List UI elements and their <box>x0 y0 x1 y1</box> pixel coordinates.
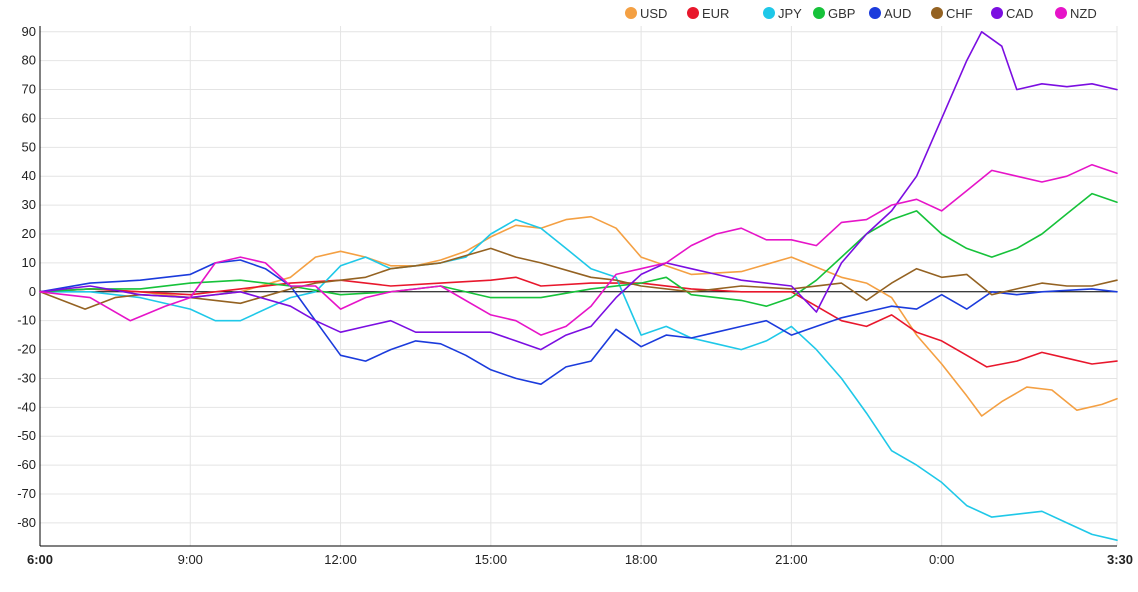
y-tick-label: 80 <box>22 53 36 68</box>
legend-item-eur[interactable]: EUR <box>687 6 729 21</box>
series-line-usd <box>39 215 1118 417</box>
x-tick-label: 9:00 <box>178 552 203 567</box>
legend-swatch <box>1055 7 1067 19</box>
legend-swatch <box>991 7 1003 19</box>
y-tick-label: 60 <box>22 110 36 125</box>
y-tick-label: 20 <box>22 226 36 241</box>
series-line-cad <box>39 31 1118 351</box>
legend-swatch <box>813 7 825 19</box>
legend-item-cad[interactable]: CAD <box>991 6 1033 21</box>
y-tick-label: -20 <box>17 342 36 357</box>
series-line-nzd <box>39 163 1118 336</box>
y-tick-label: -60 <box>17 457 36 472</box>
legend-label: CHF <box>946 6 973 21</box>
series-line-gbp <box>39 192 1118 307</box>
y-tick-label: 40 <box>22 168 36 183</box>
legend-label: GBP <box>828 6 855 21</box>
legend-item-gbp[interactable]: GBP <box>813 6 855 21</box>
x-tick-label: 6:00 <box>27 552 53 567</box>
legend-label: JPY <box>778 6 802 21</box>
x-tick-label: 12:00 <box>324 552 357 567</box>
grid <box>39 26 1118 546</box>
legend-item-aud[interactable]: AUD <box>869 6 911 21</box>
series-lines <box>39 31 1118 541</box>
legend-swatch <box>763 7 775 19</box>
x-tick-label: 18:00 <box>625 552 658 567</box>
legend-swatch <box>625 7 637 19</box>
y-tick-label: -30 <box>17 370 36 385</box>
x-tick-label: 21:00 <box>775 552 808 567</box>
y-tick-label: 70 <box>22 82 36 97</box>
legend-swatch <box>931 7 943 19</box>
x-tick-label: 3:30 <box>1107 552 1133 567</box>
legend-item-jpy[interactable]: JPY <box>763 6 802 21</box>
series-line-jpy <box>39 218 1118 541</box>
legend-swatch <box>869 7 881 19</box>
y-tick-label: 90 <box>22 24 36 39</box>
y-tick-label: 30 <box>22 197 36 212</box>
legend-label: EUR <box>702 6 729 21</box>
legend-item-chf[interactable]: CHF <box>931 6 973 21</box>
legend-item-usd[interactable]: USD <box>625 6 667 21</box>
x-tick-label: 0:00 <box>929 552 954 567</box>
series-line-aud <box>39 259 1118 385</box>
x-tick-label: 15:00 <box>475 552 508 567</box>
legend-label: NZD <box>1070 6 1097 21</box>
series-line-chf <box>39 247 1118 310</box>
legend-label: AUD <box>884 6 911 21</box>
axes: 90 80 70 60 50 40 30 20 10 0 -10 -20 -30 -40 -50 -60 -70… <box>17 24 1133 567</box>
y-tick-label: 0 <box>29 284 36 299</box>
y-tick-label: 50 <box>22 139 36 154</box>
y-tick-label: -10 <box>17 313 36 328</box>
legend-label: CAD <box>1006 6 1033 21</box>
legend-label: USD <box>640 6 667 21</box>
y-tick-label: -40 <box>17 399 36 414</box>
y-tick-label: -80 <box>17 515 36 530</box>
y-tick-label: -70 <box>17 486 36 501</box>
legend: USD EUR JPY GBP AUD CHF CAD NZD <box>625 6 1097 21</box>
series-line-eur <box>39 276 1118 368</box>
y-tick-label: 10 <box>22 255 36 270</box>
legend-swatch <box>687 7 699 19</box>
y-tick-label: -50 <box>17 428 36 443</box>
legend-item-nzd[interactable]: NZD <box>1055 6 1097 21</box>
